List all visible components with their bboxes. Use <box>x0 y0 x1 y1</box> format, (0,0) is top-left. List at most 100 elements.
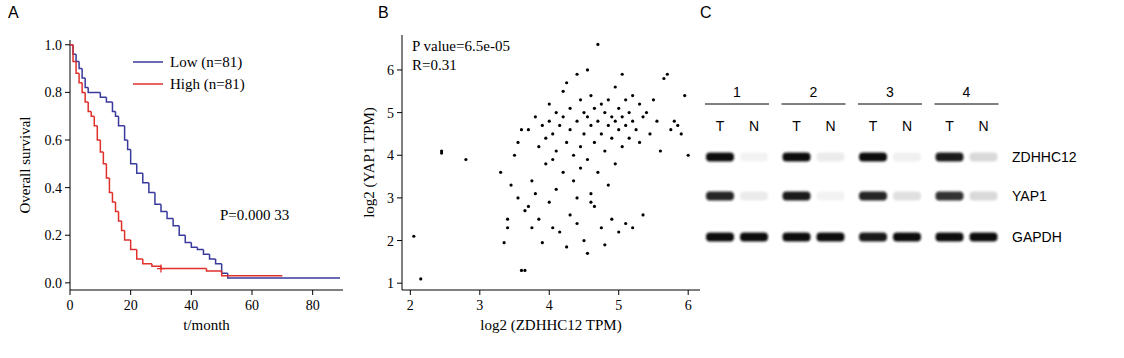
lane-label: T <box>869 118 878 134</box>
scatter-point <box>579 166 582 169</box>
x-axis-label: log2 (ZDHHC12 TPM) <box>480 317 621 334</box>
y-tick <box>397 197 402 198</box>
survival-step <box>197 247 203 249</box>
survival-step <box>152 264 161 266</box>
survival-step <box>88 102 91 112</box>
scatter-point <box>520 128 523 131</box>
sample-bracket <box>935 104 999 105</box>
sample-label: 3 <box>886 84 894 100</box>
censor-mark <box>157 265 165 273</box>
band <box>783 233 811 242</box>
scatter-point <box>586 252 589 255</box>
scatter-point <box>527 205 530 208</box>
scatter-point <box>541 241 544 244</box>
band <box>970 153 998 162</box>
x-tick <box>312 290 313 295</box>
scatter-point <box>624 124 627 127</box>
scatter-point <box>596 120 599 123</box>
x-tick-label: 20 <box>124 298 138 313</box>
x-tick <box>252 290 253 295</box>
y-tick-label: 0.8 <box>45 85 63 100</box>
scatter-point <box>575 196 578 199</box>
x-tick <box>70 290 71 295</box>
p-value: P=0.000 33 <box>220 207 289 223</box>
protein-label: GAPDH <box>1012 229 1062 245</box>
scatter-point <box>555 149 558 152</box>
scatter-point <box>569 107 572 110</box>
band <box>817 153 845 162</box>
scatter-point <box>565 141 568 144</box>
scatter-point <box>562 171 565 174</box>
scatter-point <box>516 196 519 199</box>
scatter-point <box>624 222 627 225</box>
scatter-point <box>596 171 599 174</box>
scatter-point <box>506 218 509 221</box>
x-tick-label: 4 <box>546 298 553 313</box>
y-tick <box>65 187 70 188</box>
scatter-point <box>569 128 572 131</box>
scatter-point <box>569 213 572 216</box>
band <box>970 192 998 201</box>
scatter-point <box>617 230 620 233</box>
survival-step <box>94 116 97 126</box>
sample-bracket <box>858 104 922 105</box>
band <box>893 192 921 201</box>
scatter-point <box>659 149 662 152</box>
x-tick-label: 3 <box>476 298 483 313</box>
scatter-point <box>607 184 610 187</box>
x-tick <box>618 290 619 295</box>
scatter-point <box>610 218 613 221</box>
y-axis <box>70 40 71 290</box>
y-axis-label: Overall survival <box>17 116 33 213</box>
plot-area <box>412 43 690 281</box>
legend-swatch <box>133 83 163 85</box>
lane-label: T <box>716 118 725 134</box>
scatter-point <box>503 241 506 244</box>
band <box>893 233 921 242</box>
survival-step <box>97 126 100 140</box>
protein-label: ZDHHC12 <box>1012 149 1077 165</box>
scatter-point <box>565 245 568 248</box>
scatter-point <box>600 132 603 135</box>
scatter-point <box>513 154 516 157</box>
scatter-point <box>589 94 592 97</box>
scatter-point <box>506 226 509 229</box>
x-tick <box>688 290 689 295</box>
scatter-point <box>603 111 606 114</box>
scatter-point <box>607 98 610 101</box>
scatter-point <box>541 124 544 127</box>
survival-step <box>161 204 167 211</box>
scatter-point <box>638 141 641 144</box>
y-tick <box>65 44 70 45</box>
y-tick <box>65 235 70 236</box>
survival-step <box>119 116 125 126</box>
sample-bracket <box>705 104 769 105</box>
y-tick <box>397 69 402 70</box>
survival-step <box>116 202 119 212</box>
survival-step <box>131 240 137 250</box>
survival-step <box>173 219 179 226</box>
survival-step <box>76 54 79 61</box>
scatter-point <box>648 132 651 135</box>
scatter-point <box>548 120 551 123</box>
survival-step <box>85 78 88 88</box>
y-tick-label: 6 <box>387 63 394 78</box>
scatter-point <box>624 98 627 101</box>
scatter-point <box>662 77 665 80</box>
survival-step <box>85 92 88 102</box>
x-axis <box>402 290 700 291</box>
band <box>970 233 998 242</box>
western-blot: C1TN2TN3TN4TNZDHHC12YAP1GAPDH <box>700 4 1077 245</box>
x-tick-label: 2 <box>407 298 414 313</box>
y-axis <box>402 35 403 290</box>
sample-label: 1 <box>733 84 741 100</box>
scatter-point <box>551 226 554 229</box>
scatter-point <box>655 120 658 123</box>
y-tick <box>397 112 402 113</box>
survival-step <box>222 271 283 276</box>
y-tick-label: 1 <box>387 276 394 291</box>
scatter-point <box>558 124 561 127</box>
scatter-point <box>523 269 526 272</box>
x-tick-label: 80 <box>306 298 320 313</box>
scatter-point <box>631 120 634 123</box>
